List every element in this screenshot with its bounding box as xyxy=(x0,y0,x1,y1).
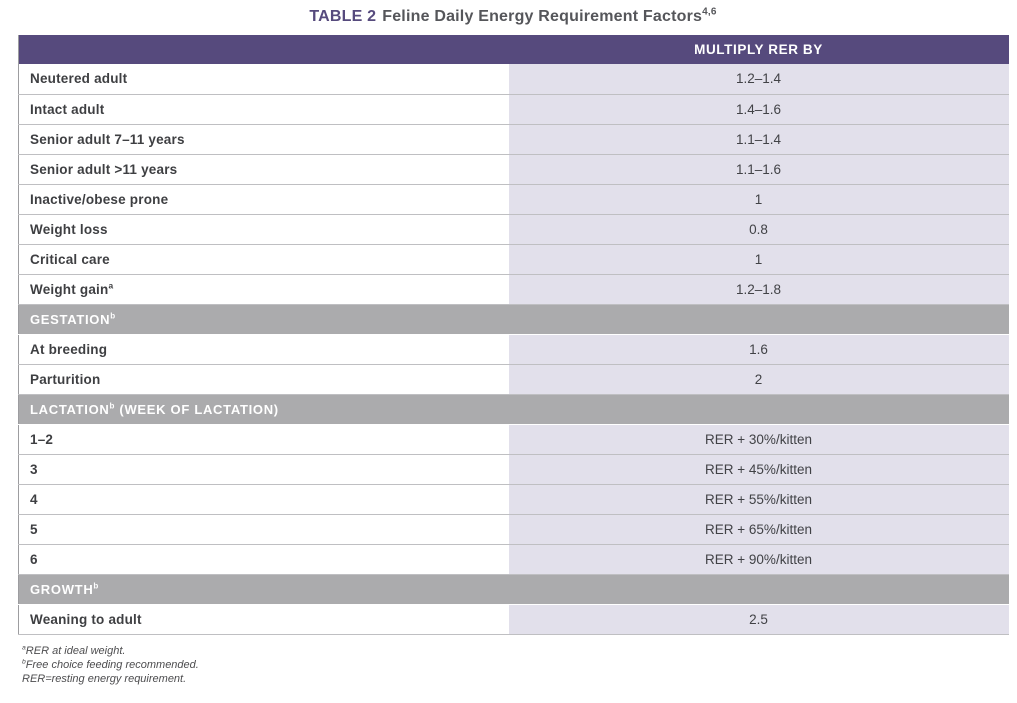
row-label: Senior adult >11 years xyxy=(30,161,178,177)
footnote-a: aRER at ideal weight. xyxy=(22,644,1008,658)
row-label-cell: 4 xyxy=(18,484,509,515)
table-row: Parturition 2 xyxy=(18,364,1009,395)
row-label: 5 xyxy=(30,521,38,537)
multiply-rer-column-header: MULTIPLY RER BY xyxy=(508,35,1009,64)
row-label: Weight loss xyxy=(30,221,108,237)
table-row: Critical care 1 xyxy=(18,244,1009,275)
row-value-cell: 1.1–1.6 xyxy=(508,154,1009,185)
section-band: GESTATIONb xyxy=(18,304,1009,335)
section-label: GROWTH xyxy=(30,581,94,597)
table-row: 4 RER + 55%/kitten xyxy=(18,484,1009,515)
row-label: Weight gain xyxy=(30,281,109,297)
row-label-cell: Critical care xyxy=(18,244,509,275)
row-value-cell: 1.2–1.4 xyxy=(508,64,1009,95)
row-label-cell: 1–2 xyxy=(18,424,509,455)
row-value-cell: RER + 90%/kitten xyxy=(508,544,1009,575)
row-label-cell: Weight loss xyxy=(18,214,509,245)
page: TABLE 2 Feline Daily Energy Requirement F… xyxy=(18,6,1009,686)
table-row: Neutered adult 1.2–1.4 xyxy=(18,64,1009,95)
row-value-cell: 1.4–1.6 xyxy=(508,94,1009,125)
footnote-sup: a xyxy=(22,643,26,651)
row-label: Inactive/obese prone xyxy=(30,191,169,207)
table-row: At breeding 1.6 xyxy=(18,334,1009,365)
section-header-row-growth: GROWTHb xyxy=(18,574,1009,605)
table-title-citation: 4,6 xyxy=(702,6,717,18)
table-row: 3 RER + 45%/kitten xyxy=(18,454,1009,485)
row-label: 4 xyxy=(30,491,38,507)
table-row: Weight gaina 1.2–1.8 xyxy=(18,274,1009,305)
row-label-cell: Senior adult >11 years xyxy=(18,154,509,185)
row-label: 6 xyxy=(30,551,38,567)
table-title: TABLE 2 Feline Daily Energy Requirement F… xyxy=(18,6,1008,26)
footnote-text: Free choice feeding recommended. xyxy=(25,658,199,671)
row-value-cell: 0.8 xyxy=(508,214,1009,245)
row-label-cell: Parturition xyxy=(18,364,509,395)
row-value-cell: 1.2–1.8 xyxy=(508,274,1009,305)
row-label-cell: Inactive/obese prone xyxy=(18,184,509,215)
table-header-row: MULTIPLY RER BY xyxy=(18,35,1009,64)
row-value-cell: RER + 45%/kitten xyxy=(508,454,1009,485)
footnote-sup: b xyxy=(22,657,26,665)
row-label: Parturition xyxy=(30,371,101,387)
table-row: Senior adult >11 years 1.1–1.6 xyxy=(18,154,1009,185)
table-row: Weaning to adult 2.5 xyxy=(18,604,1009,635)
section-label-suffix: (WEEK OF LACTATION) xyxy=(115,401,279,417)
row-label: Senior adult 7–11 years xyxy=(30,131,185,147)
row-label-cell: Neutered adult xyxy=(18,64,509,95)
row-label: Neutered adult xyxy=(30,71,128,87)
row-value-cell: 1 xyxy=(508,184,1009,215)
row-label-cell: 3 xyxy=(18,454,509,485)
row-label: 1–2 xyxy=(30,431,54,447)
table-row: 6 RER + 90%/kitten xyxy=(18,544,1009,575)
row-label: Intact adult xyxy=(30,101,105,117)
table-row: Senior adult 7–11 years 1.1–1.4 xyxy=(18,124,1009,155)
section-label-sup: b xyxy=(110,311,116,321)
row-value-cell: RER + 55%/kitten xyxy=(508,484,1009,515)
row-label-cell: Weight gaina xyxy=(18,274,509,305)
energy-requirement-table: MULTIPLY RER BY Neutered adult 1.2–1.4 I… xyxy=(18,35,1009,635)
row-label: At breeding xyxy=(30,341,108,357)
footnote-text: RER=resting energy requirement. xyxy=(22,672,187,685)
row-value-cell: 2.5 xyxy=(508,604,1009,635)
row-value-cell: 1.6 xyxy=(508,334,1009,365)
section-label: LACTATION xyxy=(30,401,110,417)
table-row: Intact adult 1.4–1.6 xyxy=(18,94,1009,125)
table-row: Weight loss 0.8 xyxy=(18,214,1009,245)
footnote-rer: RER=resting energy requirement. xyxy=(22,672,1008,686)
row-label-cell: Weaning to adult xyxy=(18,604,509,635)
table-number: TABLE 2 xyxy=(309,8,377,25)
table-row: 1–2 RER + 30%/kitten xyxy=(18,424,1009,455)
row-value-cell: RER + 30%/kitten xyxy=(508,424,1009,455)
footnote-text: RER at ideal weight. xyxy=(25,644,126,657)
row-value-cell: RER + 65%/kitten xyxy=(508,514,1009,545)
section-band: GROWTHb xyxy=(18,574,1009,605)
section-band: LACTATIONb (WEEK OF LACTATION) xyxy=(18,394,1009,425)
row-value-cell: 1.1–1.4 xyxy=(508,124,1009,155)
row-label-cell: Intact adult xyxy=(18,94,509,125)
footnotes: aRER at ideal weight. bFree choice feedi… xyxy=(18,644,1008,686)
row-label-cell: At breeding xyxy=(18,334,509,365)
footnote-b: bFree choice feeding recommended. xyxy=(22,658,1008,672)
row-label: Weaning to adult xyxy=(30,611,142,627)
row-label: 3 xyxy=(30,461,38,477)
row-label: Critical care xyxy=(30,251,110,267)
row-label-cell: Senior adult 7–11 years xyxy=(18,124,509,155)
row-label-cell: 6 xyxy=(18,544,509,575)
table-row: Inactive/obese prone 1 xyxy=(18,184,1009,215)
table-row: 5 RER + 65%/kitten xyxy=(18,514,1009,545)
row-label-sup: a xyxy=(108,280,114,290)
section-label-sup: b xyxy=(109,401,116,411)
row-value-cell: 2 xyxy=(508,364,1009,395)
section-label-sup: b xyxy=(93,581,100,591)
section-header-row-lactation: LACTATIONb (WEEK OF LACTATION) xyxy=(18,394,1009,425)
table-title-text: Feline Daily Energy Requirement Factors xyxy=(382,8,703,25)
section-header-row-gestation: GESTATIONb xyxy=(18,304,1009,335)
row-value-cell: 1 xyxy=(508,244,1009,275)
section-label: GESTATION xyxy=(30,311,111,327)
row-label-cell: 5 xyxy=(18,514,509,545)
label-column-header xyxy=(18,35,509,64)
